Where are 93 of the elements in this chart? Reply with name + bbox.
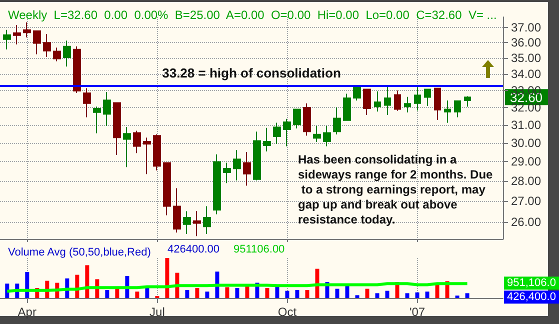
candlestick bbox=[404, 96, 411, 113]
candlestick bbox=[374, 90, 381, 112]
bar bbox=[185, 290, 190, 298]
bar bbox=[115, 288, 120, 298]
bar bbox=[355, 295, 360, 298]
candlestick bbox=[353, 86, 361, 101]
candlestick bbox=[173, 188, 181, 233]
y-tick-label: 28.00 bbox=[511, 174, 542, 188]
y-tick-label: 30.00 bbox=[511, 136, 542, 150]
bar bbox=[305, 290, 310, 298]
candlestick bbox=[414, 86, 421, 111]
bar bbox=[235, 288, 240, 298]
text: 951106.00 bbox=[233, 244, 285, 256]
candlestick bbox=[113, 102, 121, 156]
ref-line-label: 33.28 = high of consolidation bbox=[162, 66, 341, 81]
x-tick-label: '07 bbox=[409, 305, 426, 319]
candlestick bbox=[343, 93, 351, 121]
candlestick bbox=[63, 40, 71, 68]
x-tick-label: Oct bbox=[278, 305, 298, 319]
bar bbox=[195, 288, 200, 298]
y-tick-label: 37.00 bbox=[511, 20, 542, 34]
chart-title: Weekly L=32.60 0.00 0.00% B=25.00 A=0.00 O=0.00 Hi=0.00 Lo=0.00 C=32.60 V= ... bbox=[8, 8, 497, 22]
bar bbox=[405, 293, 410, 298]
y-tick-label: 27.00 bbox=[511, 194, 542, 208]
candlestick bbox=[363, 88, 371, 116]
y-tick-label: 31.00 bbox=[511, 118, 542, 132]
candlestick bbox=[23, 22, 31, 38]
candlestick bbox=[143, 137, 151, 175]
candlestick bbox=[193, 210, 201, 237]
y-tick-label: 34.00 bbox=[511, 66, 542, 81]
y-tick-label: 29.00 bbox=[511, 154, 542, 169]
candlestick bbox=[103, 92, 111, 126]
candlestick bbox=[223, 162, 231, 184]
bar bbox=[105, 290, 110, 298]
bar bbox=[465, 293, 470, 298]
candlestick bbox=[93, 106, 101, 134]
candlestick bbox=[263, 127, 271, 152]
candlestick bbox=[53, 47, 61, 62]
candlestick bbox=[384, 86, 391, 116]
candlestick bbox=[73, 46, 81, 94]
candlestick bbox=[153, 134, 161, 171]
candlestick bbox=[203, 206, 211, 234]
candlestick bbox=[273, 122, 281, 145]
bar bbox=[245, 286, 250, 298]
bar bbox=[365, 288, 370, 298]
candlestick bbox=[33, 30, 41, 55]
candlestick bbox=[243, 151, 251, 186]
candlestick bbox=[133, 130, 141, 154]
x-tick-label: Jul bbox=[150, 305, 165, 319]
y-tick-label: 26.00 bbox=[511, 214, 542, 229]
y-tick-label: 35.00 bbox=[511, 50, 542, 65]
candlestick bbox=[13, 24, 21, 45]
bar bbox=[385, 290, 390, 298]
candlestick bbox=[233, 150, 241, 181]
candlestick bbox=[434, 88, 441, 120]
bar bbox=[135, 292, 140, 298]
candlestick bbox=[183, 210, 191, 234]
bar bbox=[425, 292, 430, 298]
candlestick bbox=[3, 29, 11, 50]
bar bbox=[375, 293, 380, 298]
candlestick bbox=[424, 88, 431, 106]
candlestick bbox=[163, 162, 171, 216]
bar bbox=[205, 292, 210, 298]
candlestick bbox=[444, 100, 451, 124]
text: 951,106.0 bbox=[507, 277, 556, 290]
text: 426400.00 bbox=[168, 244, 220, 256]
bar bbox=[265, 288, 270, 298]
chart-title: Volume Avg (50,50,blue,Red) bbox=[8, 246, 151, 258]
bar bbox=[285, 290, 290, 298]
bar bbox=[165, 258, 170, 298]
candlestick bbox=[283, 118, 291, 147]
candlestick bbox=[313, 125, 321, 142]
text: 426,400.0 bbox=[507, 291, 556, 304]
bar bbox=[295, 290, 300, 298]
candlestick bbox=[83, 88, 91, 118]
bar bbox=[335, 288, 340, 298]
candlestick bbox=[303, 102, 311, 136]
candlestick bbox=[293, 108, 301, 129]
bar bbox=[435, 284, 440, 298]
candlestick bbox=[394, 90, 401, 112]
y-tick-label: 36.00 bbox=[511, 35, 542, 50]
candlestick bbox=[333, 107, 341, 135]
bar bbox=[415, 292, 420, 298]
candlestick bbox=[323, 125, 331, 147]
annotation: Has been consolidating in a sideways range for 2 months. Due to a strong earnings report, may gap up and break out above resistance today. bbox=[298, 152, 494, 226]
candlestick bbox=[213, 154, 221, 215]
candlestick bbox=[253, 131, 261, 181]
candlestick bbox=[43, 34, 51, 58]
bar bbox=[225, 287, 230, 298]
candlestick bbox=[454, 100, 461, 118]
x-tick-label: Apr bbox=[18, 305, 36, 319]
candlestick bbox=[464, 96, 471, 108]
candlestick bbox=[123, 126, 131, 168]
